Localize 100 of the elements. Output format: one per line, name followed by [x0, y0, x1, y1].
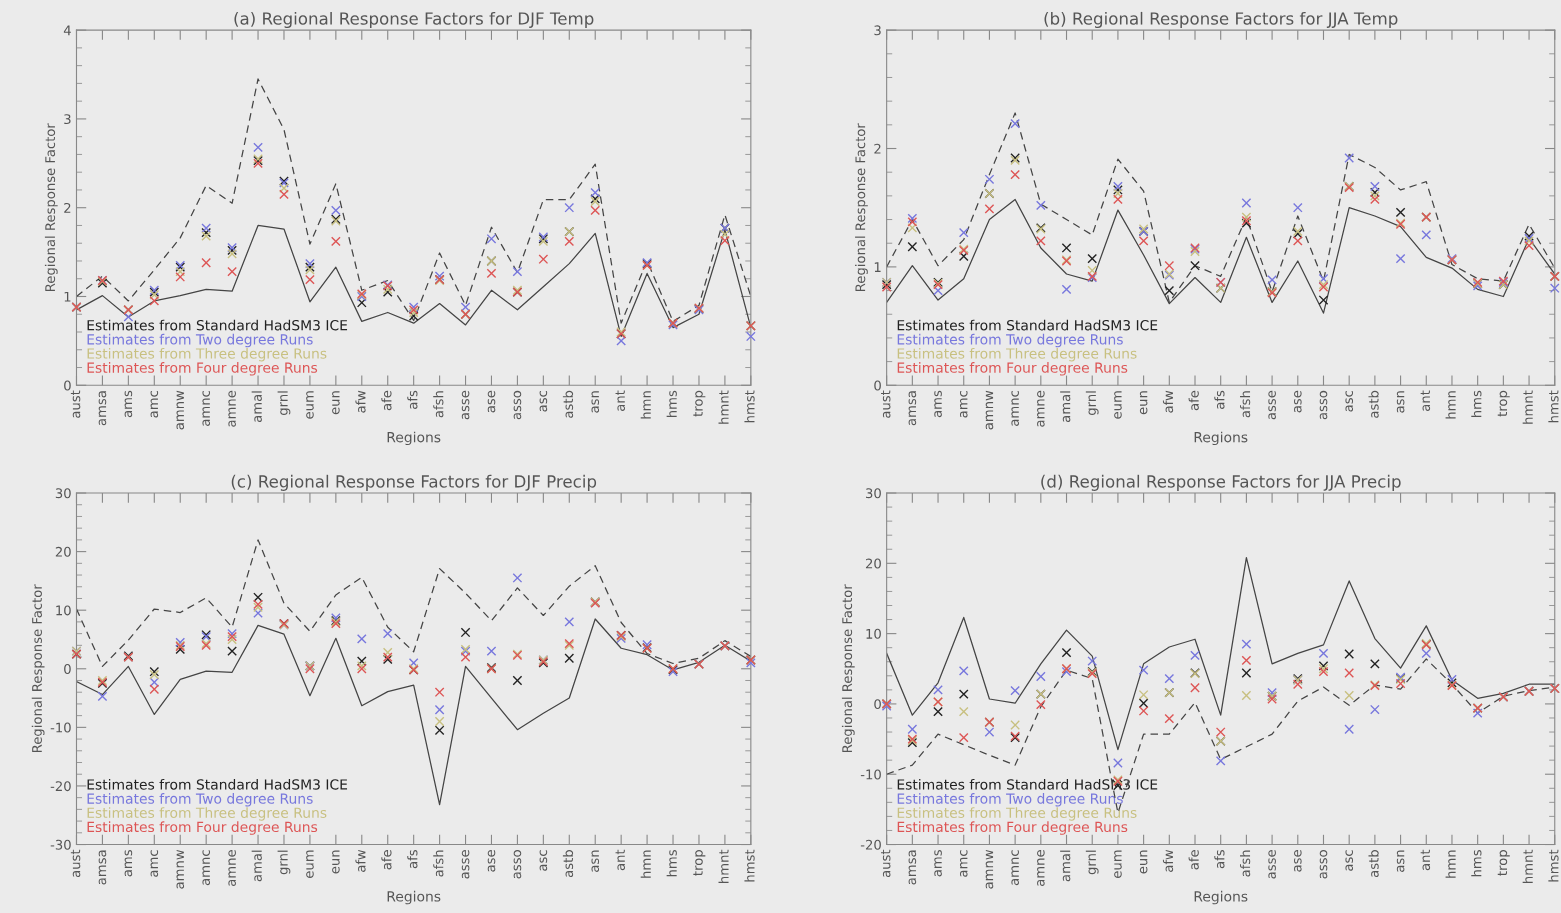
- x-tick-label: aust: [70, 390, 81, 418]
- x-tick-label: aust: [70, 849, 81, 878]
- x-tick-label: amal: [1060, 850, 1071, 882]
- x-axis-title: Regions: [387, 431, 441, 446]
- text: Estimates from Four degree Runs: [87, 362, 318, 376]
- x-tick-label: aust: [881, 849, 891, 878]
- x-tick-label: asse: [1268, 390, 1276, 420]
- y-tick-label: 0: [64, 663, 71, 674]
- x-tick-label: trop: [1497, 390, 1510, 417]
- x-tick-label: amnc: [202, 850, 210, 886]
- text: Estimates from Four degree Runs: [897, 362, 1128, 376]
- x-tick-label: hmn: [640, 391, 651, 419]
- x-tick-label: ant: [1420, 849, 1431, 871]
- x-tick-label: eun: [1139, 391, 1148, 415]
- y-tick-label: -20: [860, 839, 881, 850]
- x-tick-label: asc: [539, 850, 548, 871]
- x-tick-label: asn: [1396, 850, 1405, 872]
- x-axis-title: Regions: [387, 890, 441, 905]
- x-tick-label: hmst: [744, 849, 755, 882]
- y-tick-label: 2: [64, 202, 71, 213]
- y-tick-label: 30: [55, 488, 71, 499]
- x-tick-label: amnw: [176, 390, 185, 430]
- x-tick-label: grnl: [277, 391, 291, 416]
- x-tick-label: amsa: [908, 850, 917, 885]
- x-tick-label: aust: [881, 390, 891, 418]
- x-tick-label: afs: [1214, 850, 1225, 869]
- x-tick-label: hmn: [640, 850, 651, 878]
- x-tick-label: hms: [1471, 850, 1482, 877]
- x-tick-label: amc: [150, 390, 159, 418]
- y-tick-label: 20: [55, 546, 71, 557]
- x-tick-label: afs: [1214, 390, 1225, 409]
- x-tick-label: amal: [1060, 391, 1071, 423]
- x-tick-label: asc: [1345, 850, 1354, 871]
- x-tick-label: afsh: [1240, 391, 1251, 418]
- x-tick-label: amsa: [908, 391, 917, 426]
- y-tick-label: 30: [866, 488, 881, 499]
- y-tick-label: 0: [874, 380, 881, 391]
- x-tick-label: ant: [615, 390, 625, 411]
- x-tick-label: eun: [332, 850, 340, 874]
- text: Estimates from Two degree Runs: [897, 333, 1123, 348]
- y-tick-label: -10: [860, 769, 881, 780]
- x-tick-label: hms: [666, 390, 677, 418]
- x-tick-label: eun: [1139, 850, 1148, 874]
- x-tick-label: ase: [487, 390, 496, 413]
- x-tick-label: hmnt: [718, 849, 729, 883]
- x-tick-label: amnw: [176, 849, 185, 889]
- text: Estimates from Four degree Runs: [87, 821, 318, 835]
- x-tick-label: ase: [487, 850, 496, 872]
- x-tick-label: amc: [959, 390, 968, 418]
- x-tick-label: afs: [407, 850, 418, 869]
- x-tick-label: asc: [1345, 390, 1354, 412]
- y-axis-title: Regional Response Factor: [841, 584, 855, 753]
- x-tick-label: grnl: [1085, 850, 1099, 875]
- x-tick-label: hmnt: [1522, 849, 1533, 883]
- x-tick-label: hms: [1471, 390, 1482, 418]
- x-tick-label: astb: [562, 850, 574, 878]
- text: Estimates from Three degree Runs: [87, 347, 327, 362]
- x-tick-label: hmn: [1445, 850, 1456, 878]
- x-tick-label: trop: [1497, 850, 1510, 876]
- x-tick-label: amsa: [98, 850, 107, 885]
- x-tick-label: amnc: [202, 390, 210, 426]
- x-tick-label: ant: [1420, 390, 1431, 411]
- x-tick-label: asse: [461, 850, 470, 879]
- x-tick-label: astb: [562, 390, 574, 418]
- x-tick-label: asso: [513, 850, 522, 879]
- x-tick-label: ase: [1294, 850, 1302, 872]
- x-tick-label: amne: [1037, 390, 1045, 427]
- x-tick-label: amne: [1037, 850, 1045, 887]
- x-tick-label: eum: [1114, 850, 1122, 878]
- x-tick-label: hmst: [1548, 849, 1559, 882]
- x-tick-label: hms: [666, 850, 677, 877]
- y-tick-label: 3: [64, 114, 71, 125]
- x-tick-label: ams: [934, 390, 942, 418]
- text: Estimates from Four degree Runs: [897, 821, 1128, 835]
- x-tick-label: asn: [591, 850, 600, 872]
- x-tick-label: afs: [407, 390, 418, 409]
- x-tick-label: amc: [150, 850, 159, 877]
- y-tick-label: -30: [50, 839, 71, 850]
- x-tick-label: amnc: [1011, 390, 1019, 426]
- x-tick-label: ams: [124, 390, 133, 418]
- text: Estimates from Standard HadSM3 ICE: [87, 778, 348, 790]
- y-tick-label: 20: [865, 558, 881, 569]
- chart-title: (a) Regional Response Factors for DJF Temp: [234, 11, 594, 29]
- y-tick-label: 3: [874, 25, 881, 36]
- y-tick-label: 1: [874, 262, 881, 272]
- x-tick-label: amnw: [985, 849, 994, 889]
- x-tick-label: eum: [1114, 391, 1122, 419]
- x-tick-label: hmn: [1445, 391, 1456, 419]
- x-tick-label: asso: [1319, 850, 1328, 879]
- x-tick-label: afw: [1162, 390, 1174, 413]
- x-tick-label: afe: [381, 850, 392, 870]
- chart-title: (c) Regional Response Factors for DJF Precip: [231, 474, 597, 491]
- x-tick-label: astb: [1368, 850, 1379, 878]
- x-tick-label: afw: [1162, 849, 1174, 872]
- text: Estimates from Three degree Runs: [897, 347, 1137, 362]
- series-label: Estimates from Two degree Runs: [897, 793, 1123, 807]
- x-tick-label: asso: [1319, 390, 1328, 420]
- x-tick-label: asse: [461, 390, 470, 420]
- x-tick-label: asso: [513, 390, 522, 420]
- x-tick-label: trop: [693, 850, 706, 876]
